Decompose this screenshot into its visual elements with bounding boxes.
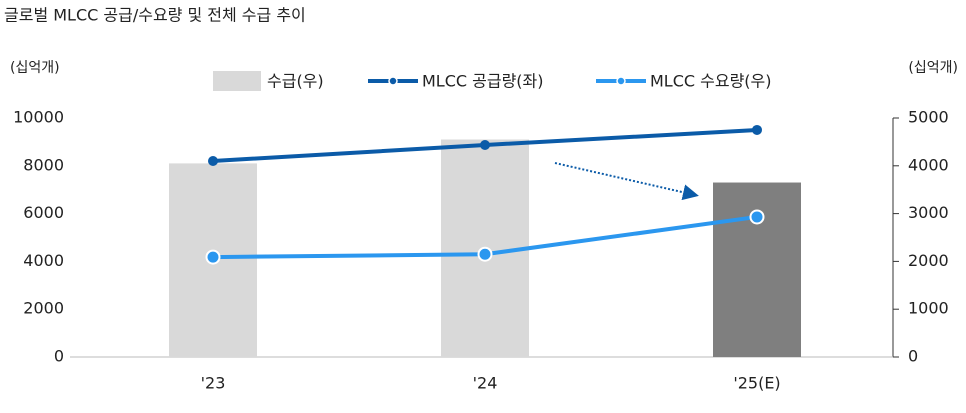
point <box>480 140 490 151</box>
legend-swatch <box>388 76 398 86</box>
legend-label: 수급(우) <box>267 72 324 91</box>
x-tick-label: '24 <box>473 374 498 393</box>
y2-tick-label: 2000 <box>908 251 949 270</box>
y2-tick-label: 3000 <box>908 203 949 222</box>
x-tick-label: '23 <box>201 374 226 393</box>
point <box>477 246 493 262</box>
y-tick-label: 0 <box>54 347 64 366</box>
x-tick-label: '25(E) <box>733 374 780 393</box>
y-tick-label: 10000 <box>13 108 64 127</box>
y2-tick-label: 5000 <box>908 108 949 127</box>
y-tick-label: 4000 <box>23 251 64 270</box>
legend-swatch <box>213 71 261 91</box>
y-tick-label: 6000 <box>23 203 64 222</box>
y-tick-label: 8000 <box>23 155 64 174</box>
y2-tick-label: 4000 <box>908 155 949 174</box>
annotation-arrow <box>554 162 699 201</box>
y-axis-label: (십억개) <box>10 60 60 76</box>
y2-axis-label: (십억개) <box>908 60 958 76</box>
bar <box>713 182 801 357</box>
point <box>752 124 762 135</box>
chart-title: 글로벌 MLCC 공급/수요량 및 전체 수급 추이 <box>4 6 306 25</box>
point <box>205 249 221 265</box>
legend-label: MLCC 공급량(좌) <box>422 72 544 91</box>
y2-tick-label: 1000 <box>908 299 949 318</box>
legend-label: MLCC 수요량(우) <box>650 72 772 91</box>
legend-swatch <box>616 76 626 86</box>
y2-tick-label: 0 <box>908 347 918 366</box>
point <box>208 156 218 167</box>
point <box>749 209 765 225</box>
y-tick-label: 2000 <box>23 299 64 318</box>
